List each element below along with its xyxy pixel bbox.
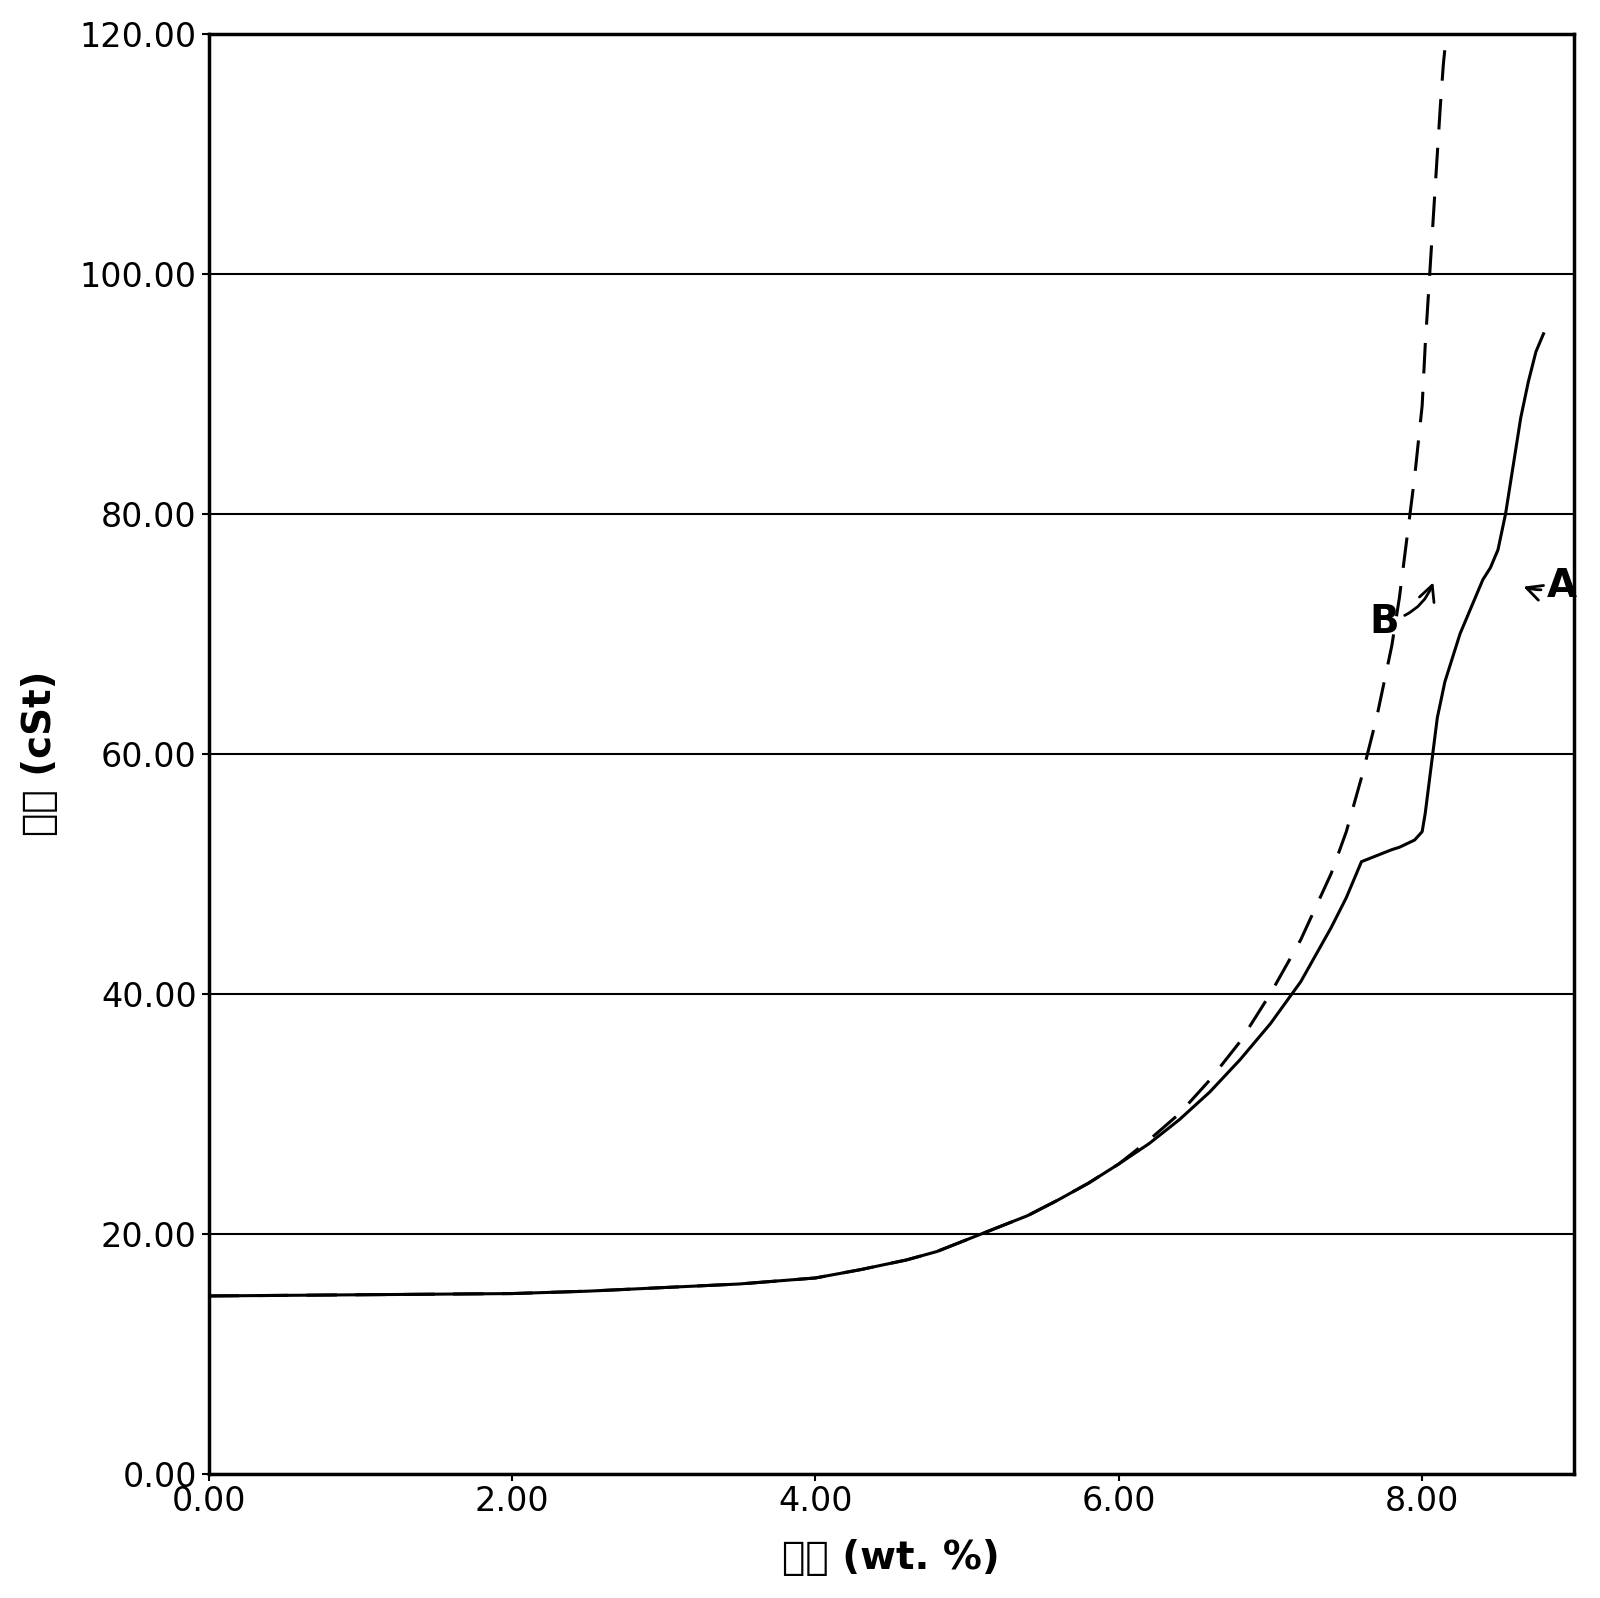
Y-axis label: 粘度 (cSt): 粘度 (cSt) xyxy=(21,671,59,836)
X-axis label: 煤烟 (wt. %): 煤烟 (wt. %) xyxy=(782,1539,1000,1577)
Text: A: A xyxy=(1526,567,1576,604)
Text: B: B xyxy=(1370,585,1434,641)
